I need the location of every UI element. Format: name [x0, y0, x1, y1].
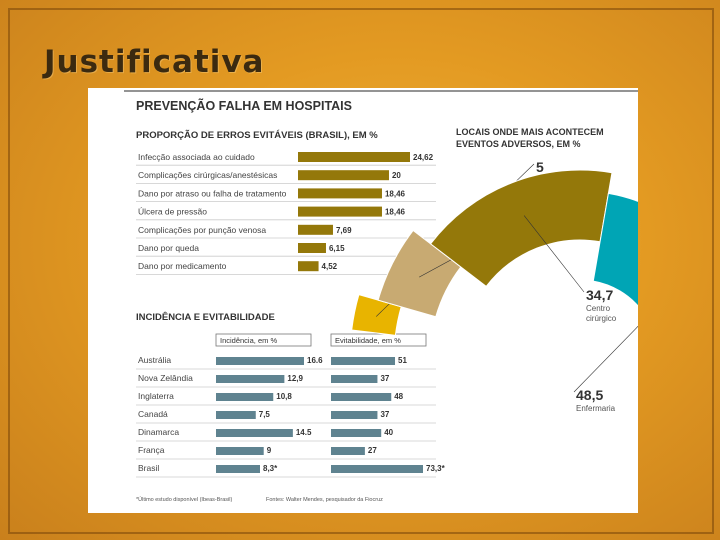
- location-category-label: Enfermaria: [576, 404, 616, 413]
- error-value-label: 7,69: [336, 226, 352, 235]
- incidence-bar: [216, 393, 274, 401]
- error-bar: [298, 188, 382, 199]
- country-label: Austrália: [138, 355, 171, 365]
- country-label: Inglaterra: [138, 391, 174, 401]
- incidence-value-label: 8,3*: [263, 464, 278, 473]
- incidence-value-label: 10,8: [276, 392, 292, 401]
- locations-chart-title-line2: EVENTOS ADVERSOS, EM %: [456, 139, 581, 149]
- error-bar: [298, 206, 382, 217]
- error-bar: [298, 261, 319, 272]
- infographic-svg: PREVENÇÃO FALHA EM HOSPITAIS PROPORÇÃO D…: [124, 90, 720, 503]
- series-header-box: [215, 333, 312, 347]
- error-value-label: 4,52: [322, 262, 338, 271]
- error-value-label: 18,46: [385, 189, 406, 198]
- error-category-label: Dano por atraso ou falha de tratamento: [138, 188, 287, 198]
- location-leader-line: [523, 215, 585, 293]
- location-value-label: 48,5: [576, 387, 603, 403]
- incidence-value-label: 7,5: [259, 410, 271, 419]
- incidence-bar: [216, 429, 293, 437]
- error-category-label: Úlcera de pressão: [138, 207, 207, 217]
- incidence-chart-title: INCIDÊNCIA E EVITABILIDADE: [136, 311, 275, 323]
- incidence-bar: [331, 357, 396, 365]
- location-category-label: cirúrgico: [586, 314, 617, 323]
- incidence-bar: [216, 375, 285, 383]
- infographic-title: PREVENÇÃO FALHA EM HOSPITAIS: [136, 98, 352, 113]
- country-label: Dinamarca: [138, 427, 179, 437]
- country-label: Canadá: [138, 409, 168, 419]
- incidence-bar: [331, 411, 378, 419]
- incidence-bar: [216, 447, 264, 455]
- footnote: *Último estudo disponível (Ibeas-Brasil): [136, 496, 232, 503]
- error-category-label: Complicações por punção venosa: [138, 225, 266, 235]
- error-category-label: Infecção associada ao cuidado: [138, 152, 255, 162]
- incidence-value-label: 16.6: [307, 356, 323, 365]
- incidence-value-label: 14.5: [296, 428, 312, 437]
- incidence-value-label: 48: [394, 392, 403, 401]
- incidence-bar: [216, 411, 256, 419]
- location-value-label: 34,7: [586, 287, 613, 303]
- errors-chart: Infecção associada ao cuidado 24,62 Compli…: [136, 152, 436, 275]
- incidence-bar: [216, 357, 304, 365]
- incidence-value-label: 9: [267, 446, 272, 455]
- locations-chart-title-line1: LOCAIS ONDE MAIS ACONTECEM: [456, 127, 604, 137]
- error-value-label: 20: [392, 171, 401, 180]
- source-note: Fontes: Walter Mendes, pesquisador da Fi…: [266, 497, 383, 503]
- error-bar: [298, 152, 410, 162]
- location-slice: [429, 169, 613, 288]
- series-header-box: [330, 333, 427, 347]
- incidence-chart: Incidência, em % Evitabilidade, em % Austr…: [136, 333, 446, 478]
- incidence-value-label: 37: [380, 410, 389, 419]
- incidence-bar: [331, 429, 382, 437]
- incidence-value-label: 37: [380, 374, 389, 383]
- error-value-label: 24,62: [413, 153, 434, 162]
- incidence-bar: [216, 465, 260, 473]
- error-bar: [298, 224, 333, 235]
- error-bar: [298, 170, 389, 181]
- incidence-bar: [331, 447, 365, 455]
- country-label: França: [138, 445, 165, 455]
- error-value-label: 6,15: [329, 244, 345, 253]
- slide-frame: [8, 8, 714, 534]
- incidence-value-label: 12,9: [287, 374, 303, 383]
- infographic-panel: PREVENÇÃO FALHA EM HOSPITAIS PROPORÇÃO D…: [88, 88, 720, 513]
- errors-chart-title: PROPORÇÃO DE ERROS EVITÁVEIS (BRASIL), E…: [136, 130, 378, 141]
- error-bar: [298, 243, 326, 253]
- location-value-label: 5: [536, 159, 544, 175]
- incidence-value-label: 27: [368, 446, 377, 455]
- incidence-bar: [331, 393, 392, 401]
- incidence-bar: [331, 465, 423, 473]
- error-category-label: Dano por medicamento: [138, 261, 227, 271]
- series-header-label: Evitabilidade, em %: [335, 336, 401, 345]
- error-value-label: 18,46: [385, 208, 406, 217]
- error-category-label: Complicações cirúrgicas/anestésicas: [138, 170, 277, 180]
- location-category-label: Centro: [586, 304, 611, 313]
- incidence-value-label: 73,3*: [426, 464, 446, 473]
- error-category-label: Dano por queda: [138, 243, 199, 253]
- incidence-bar: [331, 375, 378, 383]
- country-label: Brasil: [138, 463, 159, 473]
- incidence-value-label: 51: [398, 356, 407, 365]
- country-label: Nova Zelândia: [138, 373, 193, 383]
- incidence-value-label: 40: [384, 428, 393, 437]
- slide-title: Justificativa: [44, 44, 265, 80]
- series-header-label: Incidência, em %: [220, 336, 277, 345]
